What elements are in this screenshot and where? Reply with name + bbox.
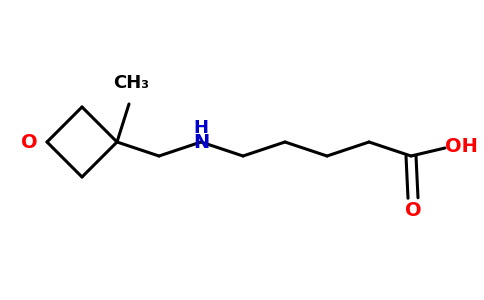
- Text: N: N: [193, 133, 209, 152]
- Text: CH₃: CH₃: [113, 74, 149, 92]
- Text: O: O: [21, 133, 38, 152]
- Text: O: O: [405, 200, 421, 220]
- Text: OH: OH: [445, 136, 477, 155]
- Text: H: H: [194, 119, 209, 137]
